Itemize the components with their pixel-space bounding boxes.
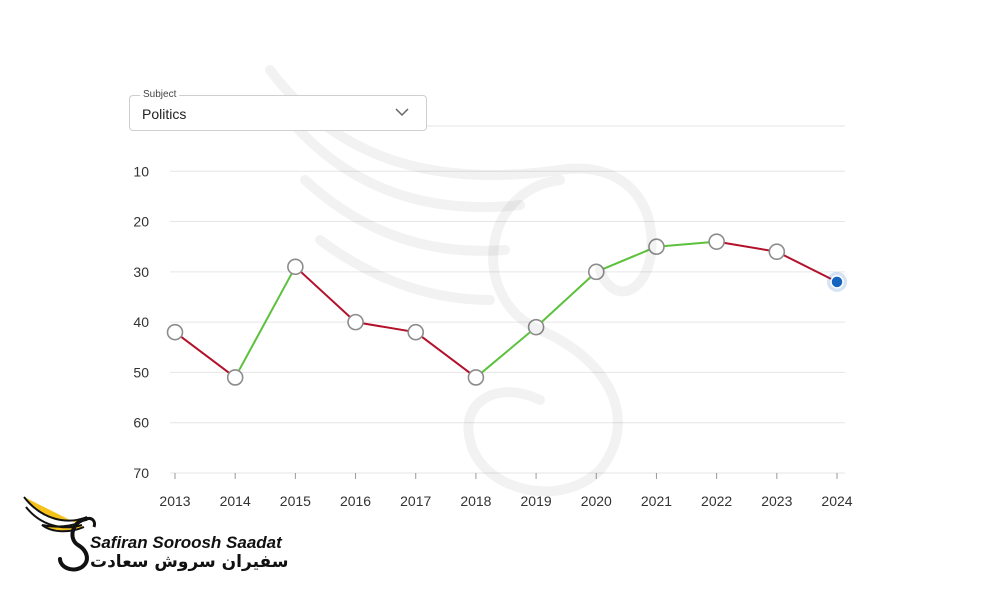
y-tick-label: 20 <box>133 214 149 230</box>
brand-name-english: Safiran Soroosh Saadat <box>90 533 282 552</box>
data-point[interactable] <box>467 369 485 386</box>
x-tick-label: 2016 <box>340 493 371 509</box>
data-point[interactable] <box>407 323 425 341</box>
swan-logo-icon <box>23 496 96 572</box>
x-axis-ticks: 2013 2014 2015 2016 2017 2018 2019 2020 2021 2022… <box>159 473 853 509</box>
subject-select[interactable]: Subject Politics <box>129 88 427 131</box>
line-segment-up <box>595 245 657 273</box>
data-point[interactable] <box>527 318 545 336</box>
y-tick-label: 10 <box>133 163 149 179</box>
data-point[interactable] <box>166 323 184 341</box>
series-points <box>166 233 847 386</box>
y-tick-label: 60 <box>133 415 149 431</box>
data-point[interactable] <box>287 258 304 276</box>
data-point[interactable] <box>226 369 244 386</box>
data-point[interactable] <box>648 238 665 255</box>
x-tick-label: 2018 <box>460 493 491 509</box>
x-tick-label: 2013 <box>159 493 190 509</box>
y-tick-label: 40 <box>133 314 149 330</box>
data-point-latest[interactable] <box>830 275 844 289</box>
line-segment-down <box>174 331 236 379</box>
line-segment-down <box>294 266 357 323</box>
data-point[interactable] <box>768 243 786 261</box>
line-segment-down <box>415 331 477 379</box>
y-tick-label: 70 <box>133 465 149 481</box>
y-tick-label: 30 <box>133 264 149 280</box>
brand-name-persian: سفیران سروش سعادت <box>90 552 289 572</box>
y-axis-ticks: 110203040506070 <box>133 118 149 481</box>
series-line <box>174 240 838 379</box>
line-segment-up <box>475 326 537 379</box>
subject-select-label: Subject <box>140 88 180 102</box>
x-tick-label: 2022 <box>701 493 732 509</box>
brand-logo: Safiran Soroosh Saadat سفیران سروش سعادت <box>22 495 302 575</box>
y-tick-label: 50 <box>133 364 149 380</box>
line-segment-up <box>234 266 297 378</box>
line-segment-up <box>656 240 717 248</box>
data-point[interactable] <box>708 233 725 250</box>
data-point[interactable] <box>587 263 605 281</box>
line-segment-down <box>716 240 777 253</box>
line-segment-down <box>355 321 416 334</box>
chevron-down-icon <box>395 108 409 117</box>
x-tick-label: 2017 <box>400 493 431 509</box>
x-tick-label: 2023 <box>761 493 792 509</box>
line-segment-down <box>776 250 838 283</box>
x-tick-label: 2024 <box>821 493 852 509</box>
line-segment-up <box>535 271 597 328</box>
x-tick-label: 2021 <box>641 493 672 509</box>
subject-select-value: Politics <box>142 106 187 122</box>
x-tick-label: 2015 <box>280 493 311 509</box>
x-tick-label: 2019 <box>521 493 552 509</box>
data-point[interactable] <box>347 313 364 331</box>
gridlines <box>170 125 845 474</box>
x-tick-label: 2014 <box>220 493 251 509</box>
x-tick-label: 2020 <box>581 493 612 509</box>
